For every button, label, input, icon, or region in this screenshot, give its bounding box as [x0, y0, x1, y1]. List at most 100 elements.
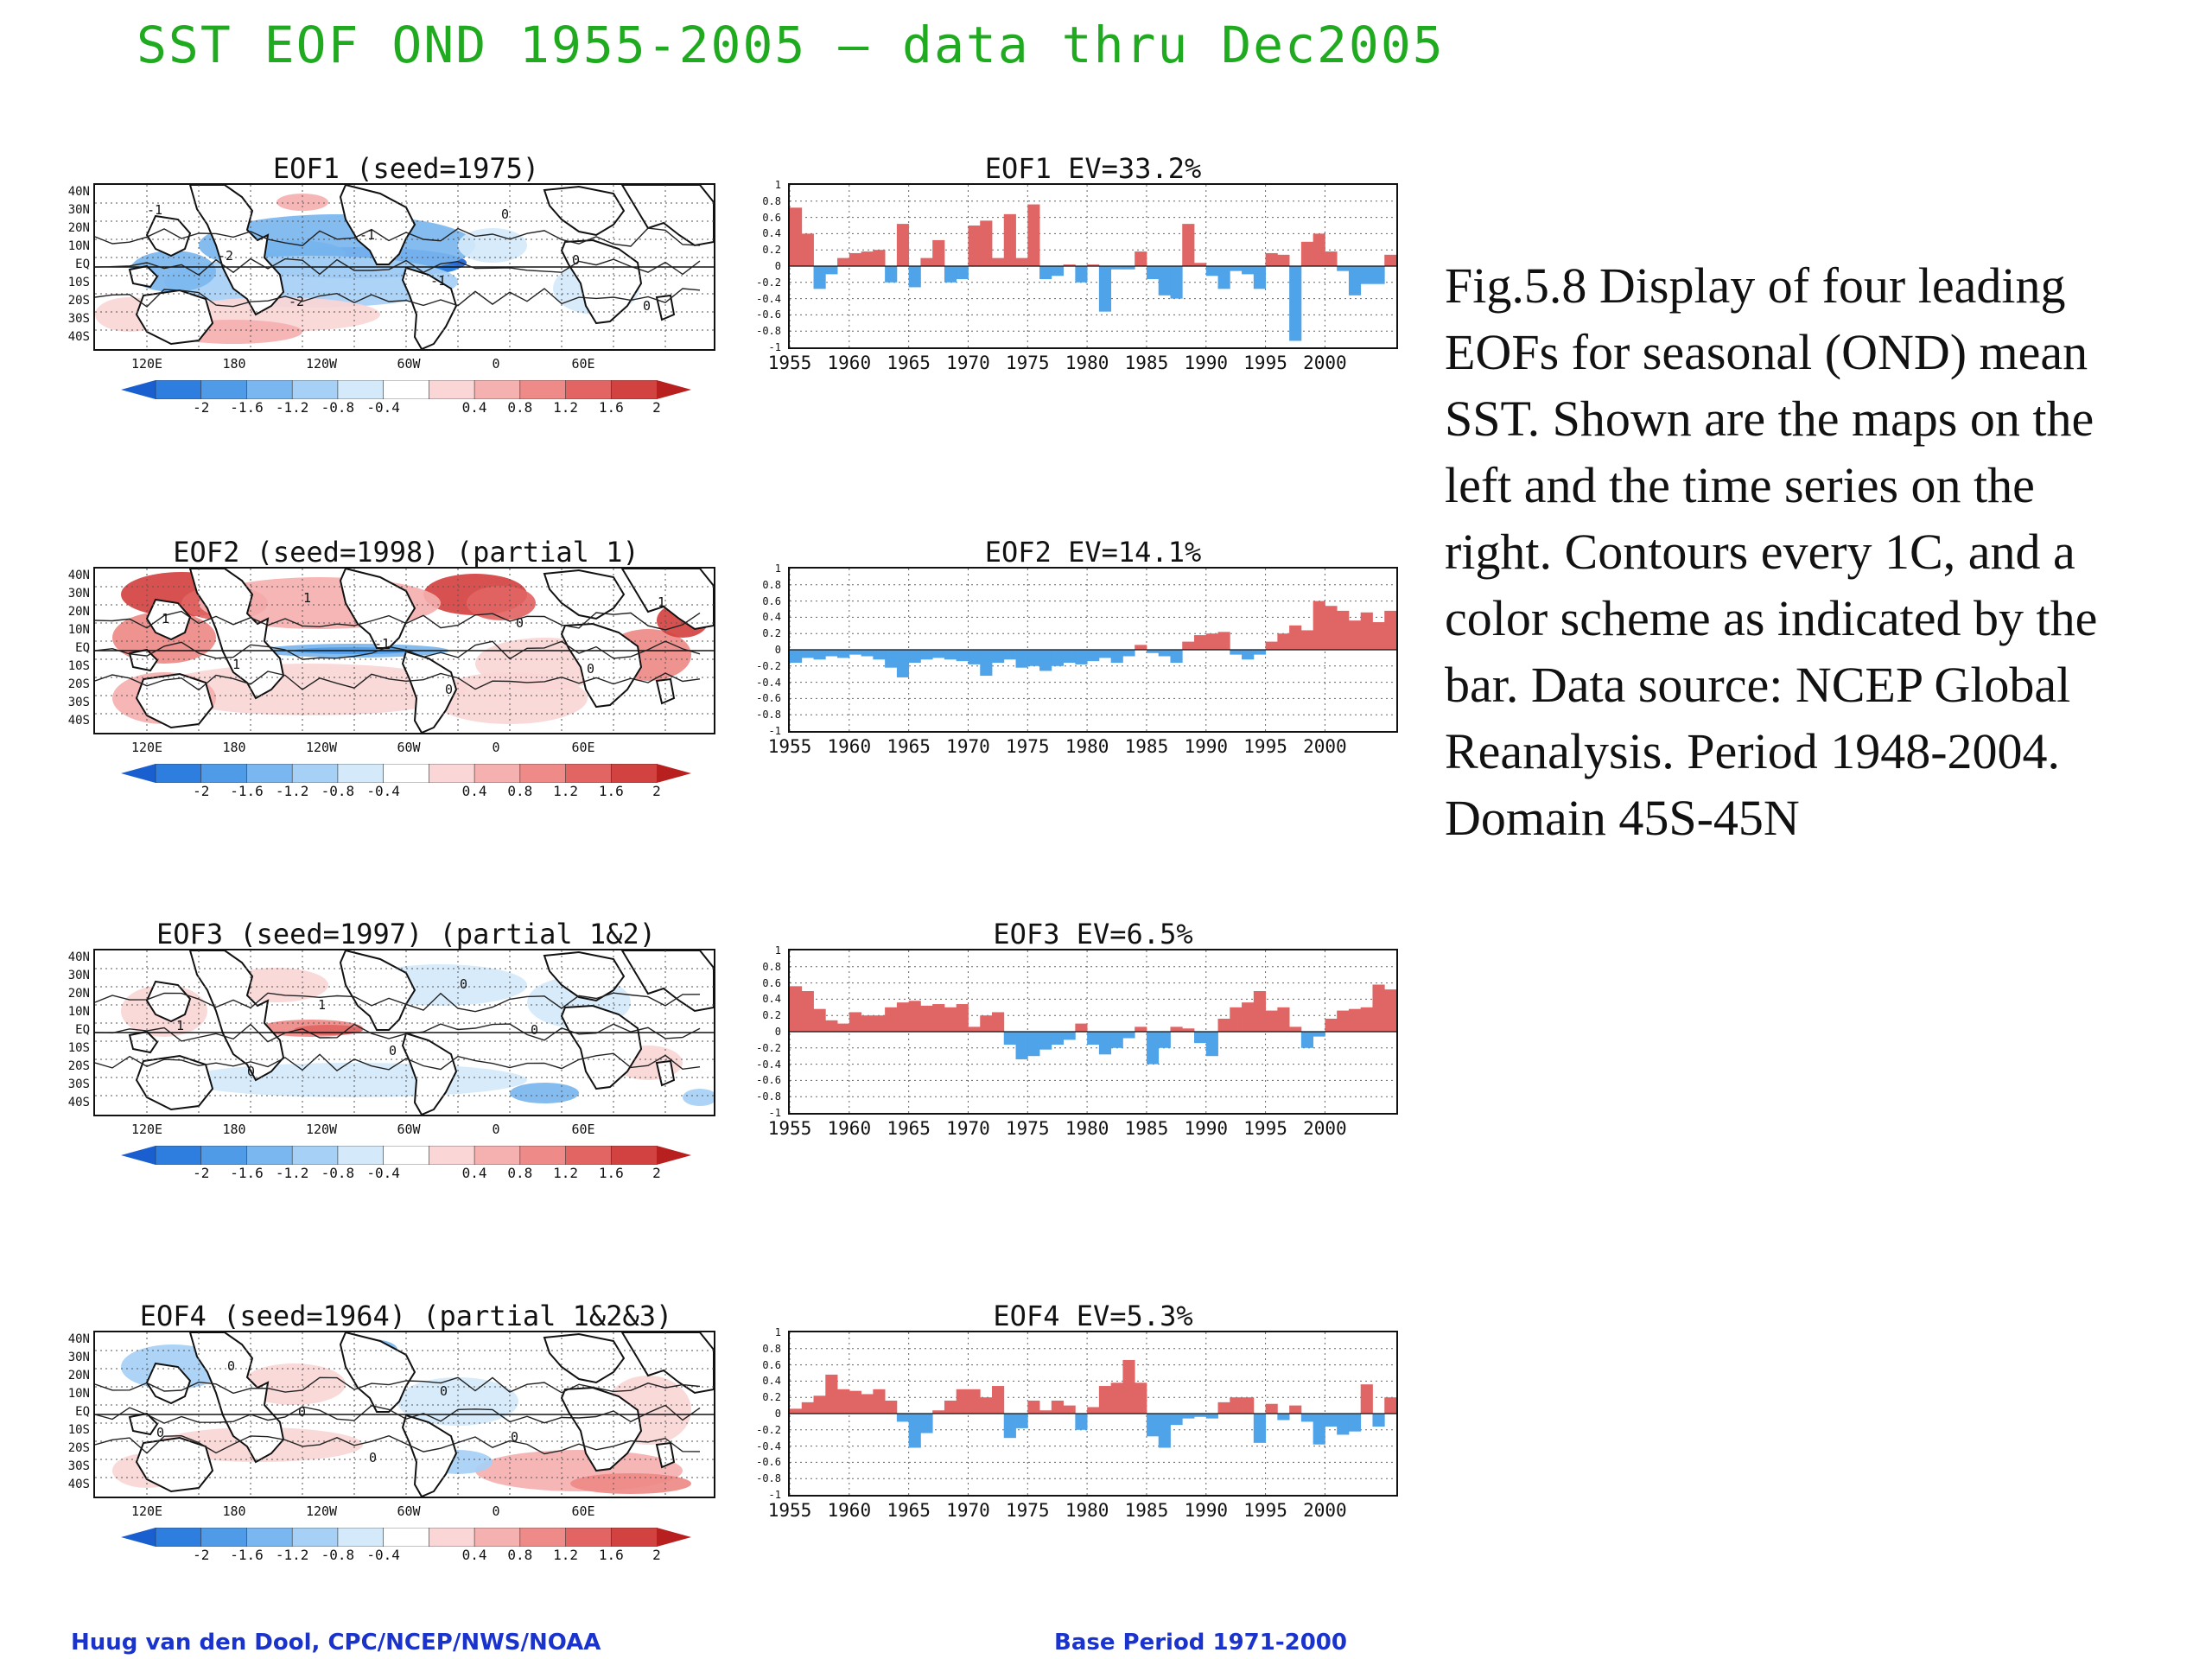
map-title: EOF4 (seed=1964) (partial 1&2&3) [139, 1300, 673, 1332]
contour-line [95, 640, 701, 660]
sst-map: -1 -2 -2 -1 -1 0 0 0 [93, 183, 715, 351]
colorbar-label: -2 [193, 1165, 210, 1181]
bar [1242, 650, 1255, 660]
contour-label: 1 [318, 997, 326, 1013]
y-tick-label: -0.6 [756, 308, 781, 321]
bar [944, 266, 957, 283]
bar [1182, 641, 1195, 650]
colorbar-segment [565, 379, 613, 400]
lon-tick-label: 120W [305, 1122, 338, 1137]
lon-tick-label: 120E [130, 356, 163, 372]
author-credit: Huug van den Dool, CPC/NCEP/NWS/NOAA [71, 1630, 601, 1656]
map-plot-area: 0 0 0 0 0 0 [95, 1332, 714, 1497]
colorbar-segment [246, 763, 293, 784]
bar [1337, 266, 1350, 271]
contour-label: 1 [658, 594, 665, 610]
y-tick-label: -0.8 [756, 709, 781, 721]
contour-label: 1 [303, 590, 311, 606]
lat-tick-label: 10N [67, 1387, 90, 1401]
colorbar-segment [383, 1145, 430, 1166]
colorbar-segment [200, 763, 248, 784]
bar [1146, 1032, 1160, 1065]
bar [813, 1008, 826, 1032]
bar [1360, 612, 1373, 650]
bar [885, 650, 898, 668]
colorbar-segment [155, 1145, 202, 1166]
colorbar-label: 0.4 [461, 1165, 487, 1181]
contour-label: 1 [232, 657, 240, 672]
bar [944, 650, 957, 660]
bar [1098, 1032, 1112, 1055]
bar [837, 1023, 850, 1032]
colorbar-end-high [657, 1528, 691, 1547]
land-outline [188, 569, 285, 700]
bar [1158, 650, 1171, 657]
y-tick-label: -0.4 [756, 1440, 781, 1452]
bar [790, 207, 803, 266]
contour-line [95, 1404, 701, 1424]
bar [1372, 1414, 1385, 1427]
x-tick-label: 1980 [1065, 1500, 1109, 1521]
bar [920, 257, 933, 266]
lon-tick-label: 60E [571, 1503, 595, 1519]
bar [1277, 254, 1290, 266]
y-tick-label: -1 [768, 1107, 781, 1119]
lat-tick-label: 30S [67, 1077, 90, 1091]
bar [1289, 1027, 1302, 1032]
bar [861, 1015, 874, 1032]
contour-label: -2 [218, 248, 233, 264]
bar [932, 239, 945, 266]
lon-tick-label: 0 [492, 1122, 500, 1137]
y-tick-label: -0.8 [756, 1472, 781, 1485]
land-outline [135, 289, 214, 346]
bar [1135, 1382, 1147, 1414]
contour-label: -1 [374, 636, 390, 652]
colorbar-label: -0.8 [321, 1165, 355, 1181]
bar [1217, 1018, 1230, 1032]
lat-tick-label: EQ [75, 1023, 90, 1037]
colorbar-label: 2 [652, 399, 661, 416]
lat-tick-label: 40S [67, 714, 90, 728]
bar [980, 650, 993, 677]
colorbar-segment [383, 763, 430, 784]
bar [1300, 630, 1314, 650]
bar [1158, 266, 1171, 296]
bar [790, 986, 803, 1032]
bar [1289, 1405, 1302, 1414]
bar [1122, 1359, 1135, 1414]
bar [1170, 1414, 1183, 1426]
contour-label: 0 [460, 976, 467, 992]
bar [1003, 213, 1016, 266]
sst-anomaly-shading [242, 1363, 346, 1405]
bar [1372, 984, 1385, 1032]
colorbar-label: -1.2 [275, 399, 309, 416]
contour-label: -1 [359, 227, 375, 243]
x-tick-label: 1955 [767, 736, 812, 757]
colorbar-label: 1.6 [598, 783, 624, 799]
colorbar-label: 2 [652, 1547, 661, 1563]
bar [813, 1395, 826, 1414]
lat-tick-label: 20S [67, 1441, 90, 1455]
colorbar-label: 0.4 [461, 1547, 487, 1563]
x-tick-label: 1985 [1124, 1118, 1169, 1139]
bar [1135, 1027, 1147, 1032]
bar [1348, 620, 1362, 650]
bar [992, 1012, 1005, 1032]
bar [1384, 254, 1396, 266]
bar [849, 1390, 861, 1414]
bar [825, 650, 838, 657]
bar [956, 1004, 969, 1032]
lon-tick-label: 60E [571, 1122, 595, 1137]
y-tick-label: 0.4 [762, 227, 781, 240]
timeseries-plot-area [790, 1332, 1396, 1495]
colorbar-segment [246, 1527, 293, 1548]
bar [1039, 650, 1052, 671]
y-tick-label: -0.4 [756, 1058, 781, 1071]
x-tick-label: 1970 [946, 353, 990, 373]
lat-tick-label: 40S [67, 1096, 90, 1109]
y-tick-label: -0.2 [756, 1041, 781, 1054]
bar [1242, 1397, 1255, 1414]
bar [1051, 650, 1064, 666]
bar [1300, 1032, 1314, 1048]
bar [1135, 251, 1147, 266]
